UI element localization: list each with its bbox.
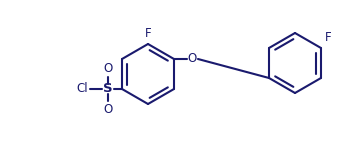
Text: F: F (145, 27, 151, 40)
Text: F: F (325, 31, 332, 44)
Text: O: O (103, 103, 113, 116)
Text: O: O (103, 62, 113, 75)
Text: O: O (187, 52, 197, 66)
Text: S: S (103, 82, 113, 96)
Text: Cl: Cl (76, 82, 88, 96)
